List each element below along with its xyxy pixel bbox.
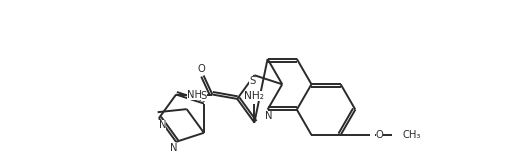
Text: O: O — [197, 64, 205, 74]
Text: NH: NH — [187, 90, 201, 99]
Text: S: S — [201, 91, 207, 101]
Text: NH₂: NH₂ — [244, 91, 265, 101]
Text: N: N — [159, 120, 167, 130]
Text: O: O — [376, 130, 383, 140]
Text: N: N — [265, 111, 273, 121]
Text: CH₃: CH₃ — [402, 130, 420, 140]
Text: S: S — [249, 76, 255, 86]
Text: N: N — [170, 143, 177, 153]
